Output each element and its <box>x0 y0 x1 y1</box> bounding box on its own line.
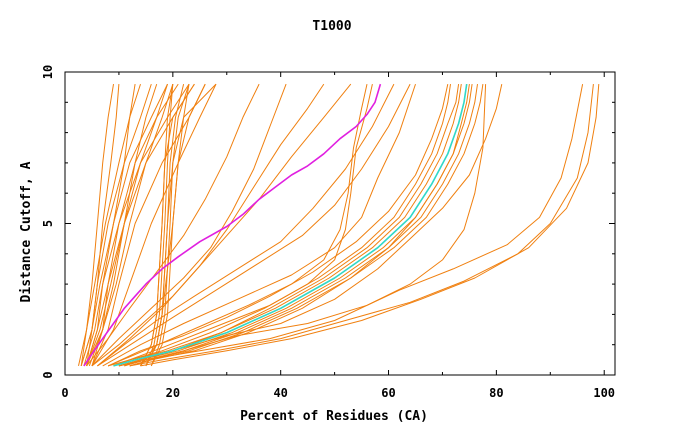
orange-series-line <box>107 83 449 367</box>
orange-series-line <box>102 83 416 367</box>
orange-series-line <box>86 83 168 367</box>
x-tick-label: 0 <box>61 386 68 400</box>
orange-series-line <box>118 84 584 367</box>
orange-series-line <box>80 83 152 367</box>
orange-series-line <box>118 84 484 367</box>
cyan-series-line <box>113 83 468 367</box>
orange-series-line <box>107 83 368 367</box>
orange-series-line <box>118 83 503 367</box>
orange-series-line <box>97 83 395 367</box>
orange-series-line <box>88 83 174 367</box>
orange-series-line <box>80 84 136 367</box>
orange-series-line <box>107 84 462 367</box>
orange-series-line <box>97 83 411 367</box>
orange-series-line <box>124 84 468 367</box>
orange-series-line <box>91 83 287 367</box>
x-tick-label: 20 <box>166 386 180 400</box>
axis-ticks <box>64 71 615 376</box>
x-tick-label: 100 <box>593 386 615 400</box>
orange-series-line <box>140 84 600 367</box>
orange-series-line <box>140 83 217 367</box>
orange-series-line <box>80 84 114 366</box>
orange-series-line <box>118 84 473 367</box>
highlighted-series-group <box>83 83 468 367</box>
y-tick-label: 0 <box>41 371 55 378</box>
orange-series-line <box>91 83 217 367</box>
x-axis-label: Percent of Residues (CA) <box>240 409 428 424</box>
orange-series-line <box>113 84 451 367</box>
orange-series-line <box>113 83 373 367</box>
orange-series-line <box>129 84 470 367</box>
orange-series-line <box>83 83 190 367</box>
magenta-series-line <box>83 83 382 367</box>
orange-series-line <box>129 84 487 367</box>
orange-series-line <box>145 84 174 367</box>
orange-series-line <box>91 83 325 367</box>
orange-series-line <box>140 83 195 367</box>
x-tick-label: 80 <box>489 386 503 400</box>
tick-labels: 0 20 40 60 80 100 0 5 10 <box>41 65 615 400</box>
orange-series-line <box>86 83 260 367</box>
x-tick-label: 40 <box>273 386 287 400</box>
y-axis-label: Distance Cutoff, A <box>19 161 34 302</box>
orange-series-line <box>97 83 352 367</box>
x-tick-label: 60 <box>381 386 395 400</box>
orange-series-line <box>150 83 190 367</box>
orange-series-line <box>91 83 206 367</box>
y-tick-label: 10 <box>41 65 55 79</box>
orange-series-line <box>150 83 206 367</box>
chart-title: T1000 <box>312 19 351 34</box>
y-tick-label: 5 <box>41 220 55 227</box>
orange-series-line <box>129 84 594 367</box>
orange-series-group <box>78 83 600 367</box>
